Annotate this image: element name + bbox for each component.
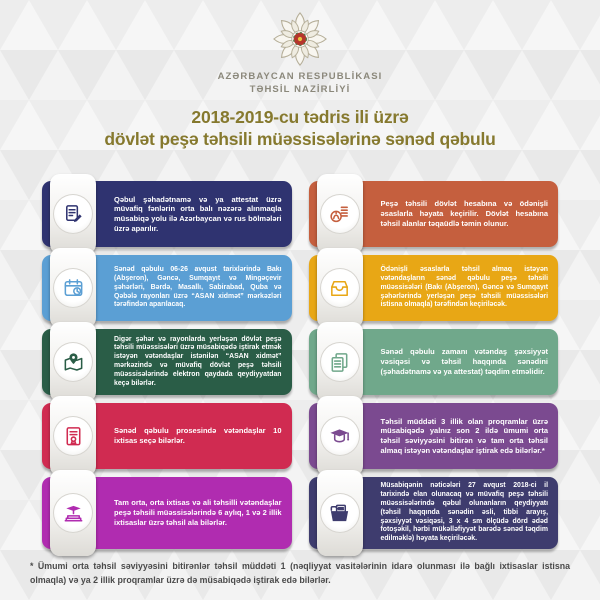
calendar-clock-icon	[53, 268, 93, 309]
footnote: * Ümumi orta təhsil səviyyəsini bitirənl…	[30, 561, 570, 585]
books-graduation-icon	[53, 493, 93, 534]
info-card: Qəbul şəhadətnamə və ya attestat üzrə mü…	[42, 174, 292, 255]
card-text: Digər şəhər və rayonlarda yerləşən dövlə…	[114, 335, 282, 387]
inbox-tray-icon	[319, 268, 360, 309]
info-card: Peşə təhsili dövlət hesabına və ödənişli…	[308, 174, 558, 255]
card-text: Ödənişli əsaslarla təhsil almaq istəyən …	[380, 266, 549, 309]
ministry-emblem-icon	[273, 12, 327, 66]
title-line2: dövlət peşə təhsili müəssisələrinə sənəd…	[104, 129, 496, 150]
documents-icon	[319, 342, 360, 383]
org-name: AZƏRBAYCAN RESPUBLİKASI TƏHSİL NAZİRLİYİ	[0, 70, 600, 97]
info-card: Digər şəhər və rayonlarda yerləşən dövlə…	[42, 322, 292, 403]
map-pin-icon	[53, 342, 93, 383]
graduation-cap-icon	[319, 416, 360, 457]
info-card: Sənəd qəbulu zamanı vətəndaş şəxsiyyət v…	[308, 322, 558, 403]
info-card: Təhsil müddəti 3 illik olan proqramlar ü…	[308, 396, 558, 477]
org-line2: TƏHSİL NAZİRLİYİ	[249, 84, 351, 96]
info-card: Sənəd qəbulu prosesində vətəndaşlar 10 i…	[42, 396, 292, 477]
coins-icon	[319, 194, 360, 235]
title-line1: 2018-2019-cu tədris ili üzrə	[191, 106, 409, 127]
card-text: Sənəd qəbulu zamanı vətəndaş şəxsiyyət v…	[380, 347, 549, 376]
card-text: Sənəd qəbulu 06-26 avqust tarixlərində B…	[114, 266, 282, 309]
card-text: Müsabiqənin nəticələri 27 avqust 2018-ci…	[380, 482, 549, 543]
card-text: Peşə təhsili dövlət hesabına və ödənişli…	[380, 199, 549, 228]
info-card: Müsabiqənin nəticələri 27 avqust 2018-ci…	[308, 470, 558, 557]
info-card: Sənəd qəbulu 06-26 avqust tarixlərində B…	[42, 248, 292, 329]
card-text: Tam orta, orta ixtisas və ali təhsilli v…	[114, 498, 282, 527]
info-card: Ödənişli əsaslarla təhsil almaq istəyən …	[308, 248, 558, 329]
card-text: Təhsil müddəti 3 illik olan proqramlar ü…	[380, 416, 549, 455]
page-title: 2018-2019-cu tədris ili üzrə dövlət peşə…	[0, 106, 600, 152]
info-card: Tam orta, orta ixtisas və ali təhsilli v…	[42, 470, 292, 557]
card-text: Sənəd qəbulu prosesində vətəndaşlar 10 i…	[114, 426, 282, 446]
card-text: Qəbul şəhadətnamə və ya attestat üzrə mü…	[114, 194, 282, 233]
org-line1: AZƏRBAYCAN RESPUBLİKASI	[217, 71, 383, 82]
document-pencil-icon	[53, 194, 93, 235]
cards-grid: Qəbul şəhadətnamə və ya attestat üzrə mü…	[42, 174, 558, 557]
header: AZƏRBAYCAN RESPUBLİKASI TƏHSİL NAZİRLİYİ…	[0, 0, 600, 151]
certificate-icon	[53, 416, 93, 457]
folder-documents-icon	[319, 493, 360, 534]
